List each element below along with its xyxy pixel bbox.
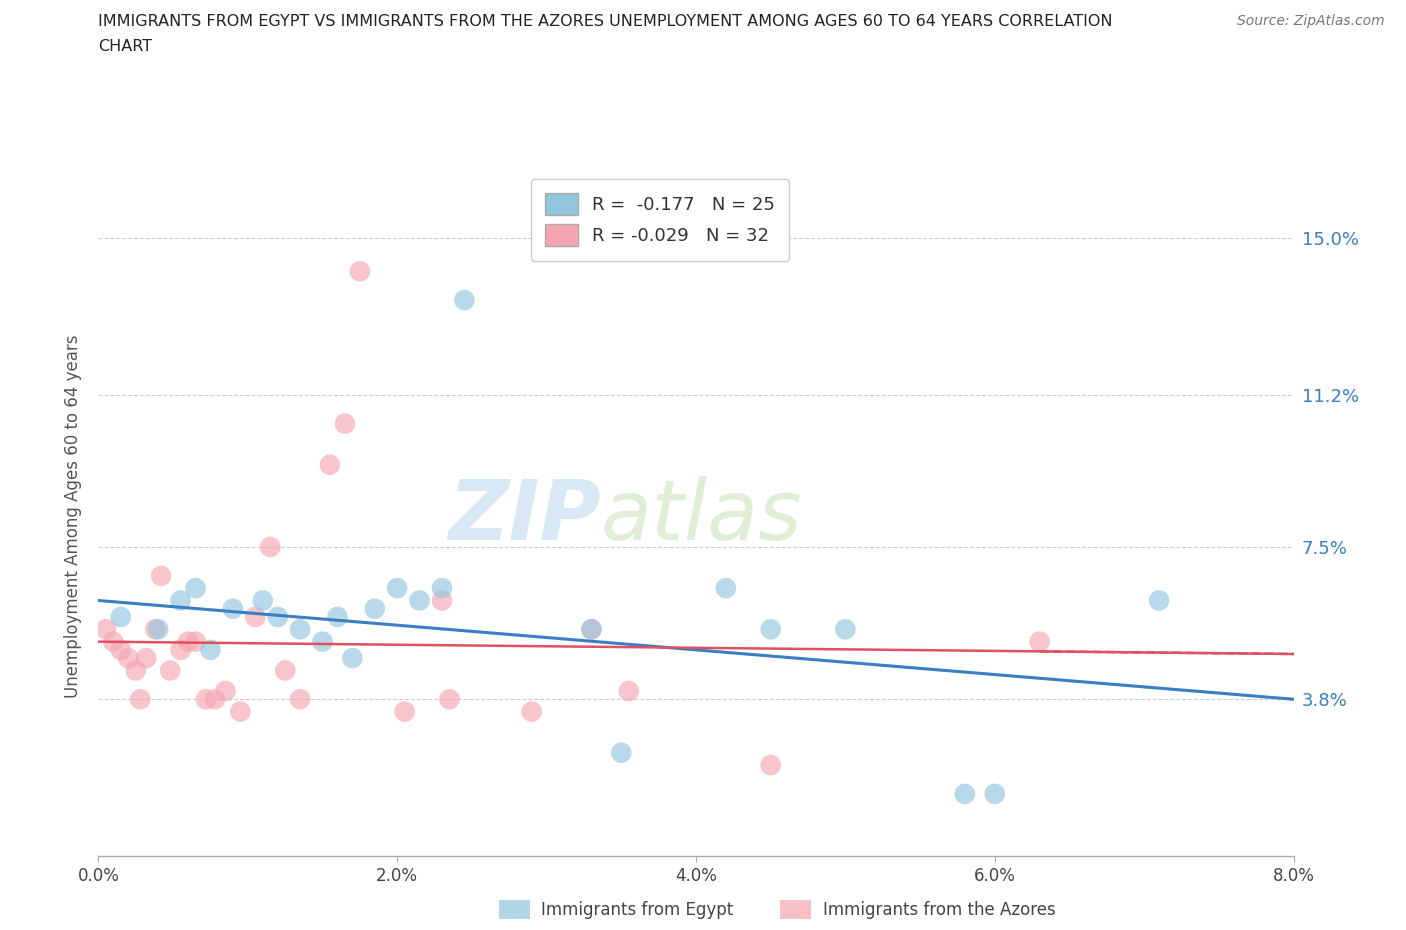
Point [333,416,356,431]
Point [169,593,191,608]
Point [169,643,191,658]
Text: Source: ZipAtlas.com: Source: ZipAtlas.com [1237,14,1385,28]
Point [129,692,152,707]
Point [439,692,461,707]
Point [288,622,311,637]
Point [184,634,207,649]
Point [184,580,207,595]
Point [834,622,856,637]
Point [364,602,387,617]
Point [267,609,290,624]
Point [148,622,170,637]
Point [135,651,157,666]
Point [617,684,640,698]
Text: Immigrants from the Azores: Immigrants from the Azores [823,900,1056,919]
Point [94,622,117,637]
Point [385,580,409,595]
Point [953,787,976,802]
Point [200,643,222,658]
Point [288,692,311,707]
Point [581,622,603,637]
Point [194,692,217,707]
Point [430,593,453,608]
Point [103,634,125,649]
Point [125,663,148,678]
Text: ZIP: ZIP [447,475,600,557]
Point [342,651,364,666]
Point [326,609,349,624]
Point [245,609,267,624]
Point [520,704,543,719]
Point [252,593,274,608]
Point [759,758,782,773]
Point [150,568,173,583]
Point [117,651,139,666]
Text: CHART: CHART [98,39,152,54]
Point [110,609,132,624]
Point [394,704,416,719]
Point [311,634,333,649]
Point [159,663,181,678]
Point [408,593,430,608]
Point [349,264,371,279]
Point [177,634,200,649]
Point [274,663,297,678]
Point [430,580,453,595]
Point [214,684,236,698]
Point [259,539,281,554]
Y-axis label: Unemployment Among Ages 60 to 64 years: Unemployment Among Ages 60 to 64 years [63,335,82,698]
Point [453,293,475,308]
Point [759,622,782,637]
Point [229,704,252,719]
Point [581,622,603,637]
Point [143,622,166,637]
Point [319,458,342,472]
Point [110,643,132,658]
Point [610,745,633,760]
Text: atlas: atlas [600,475,801,557]
Point [204,692,226,707]
Point [714,580,737,595]
Point [1028,634,1050,649]
Text: IMMIGRANTS FROM EGYPT VS IMMIGRANTS FROM THE AZORES UNEMPLOYMENT AMONG AGES 60 T: IMMIGRANTS FROM EGYPT VS IMMIGRANTS FROM… [98,14,1114,29]
Text: Immigrants from Egypt: Immigrants from Egypt [541,900,734,919]
Point [983,787,1005,802]
Legend: R =  -0.177   N = 25, R = -0.029   N = 32: R = -0.177 N = 25, R = -0.029 N = 32 [530,179,790,261]
Point [1147,593,1170,608]
Point [222,602,245,617]
